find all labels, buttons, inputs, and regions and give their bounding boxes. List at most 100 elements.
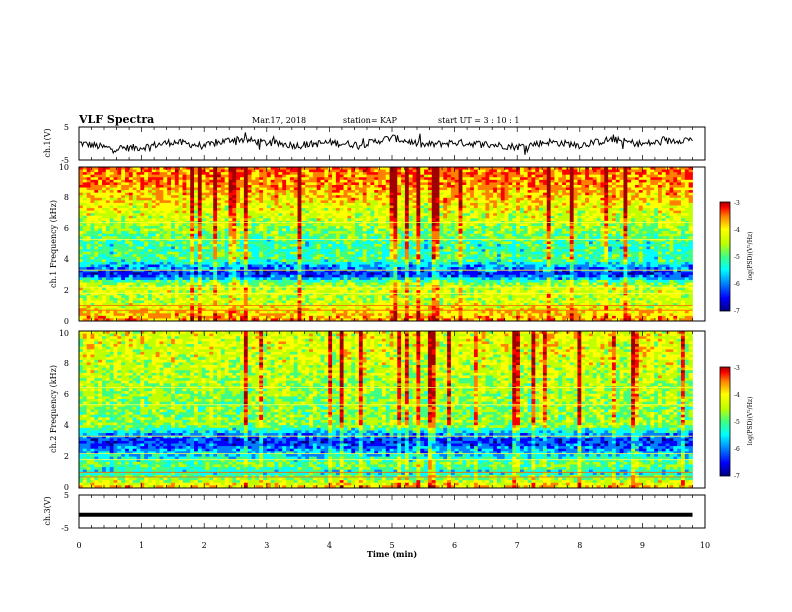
spectrogram-cell xyxy=(401,190,406,194)
spectrogram-cell xyxy=(316,244,321,247)
spectrogram-cell xyxy=(378,213,383,217)
spectrogram-cell xyxy=(565,174,571,178)
spectrogram-cell xyxy=(309,169,314,173)
spectrogram-cell xyxy=(228,244,233,247)
spectrogram-cell xyxy=(435,241,440,245)
spectrogram-cell xyxy=(381,233,387,237)
spectrogram-cell xyxy=(539,226,544,229)
spectrogram-cell xyxy=(117,182,122,186)
spectrogram-cell xyxy=(240,238,245,242)
spectrogram-cell xyxy=(573,174,578,178)
spectrogram-cell xyxy=(297,200,302,204)
spectrogram-cell xyxy=(654,210,659,214)
spectrogram-cell xyxy=(366,192,371,196)
spectrogram-cell xyxy=(588,167,594,170)
spectrogram-cell xyxy=(266,218,272,222)
spectrogram-cell xyxy=(232,195,237,199)
spectrogram-cell xyxy=(615,238,621,242)
spectrogram-cell xyxy=(374,195,379,199)
spectrogram-cell xyxy=(688,192,693,196)
spectrogram-cell xyxy=(163,246,168,250)
spectrogram-cell xyxy=(378,200,383,204)
spectrogram-cell xyxy=(251,241,256,245)
spectrogram-cell xyxy=(132,197,137,201)
spectrogram-cell xyxy=(151,177,157,181)
spectrogram-cell xyxy=(347,223,352,227)
spectrogram-cell xyxy=(500,236,505,240)
spectrogram-cell xyxy=(535,241,540,245)
spectrogram-cell xyxy=(596,236,601,240)
spectrogram-cell xyxy=(600,215,605,219)
spectrogram-cell xyxy=(132,202,137,206)
spectrogram-cell xyxy=(121,244,126,247)
spectrogram-cell xyxy=(278,223,283,227)
spectrogram-cell xyxy=(650,236,655,240)
spectrogram-cell xyxy=(477,218,482,222)
spectrogram-cell xyxy=(504,197,509,201)
spectrogram-cell xyxy=(270,226,275,229)
spectrogram-cell xyxy=(539,244,544,247)
spectrogram-cell xyxy=(362,192,367,196)
spectrogram-cell xyxy=(251,202,256,206)
spectrogram-cell xyxy=(466,215,471,219)
spectrogram-cell xyxy=(615,228,621,232)
spectrogram-cell xyxy=(397,182,402,186)
spectrogram-cell xyxy=(236,179,241,183)
spectrogram-cell xyxy=(473,202,479,206)
spectrogram-cell xyxy=(255,205,260,209)
spectrogram-cell xyxy=(489,226,494,229)
spectrogram-cell xyxy=(562,177,567,181)
spectrogram-cell xyxy=(232,169,237,173)
spectrogram-cell xyxy=(657,231,663,235)
spectrogram-cell xyxy=(565,236,571,240)
spectrogram-cell xyxy=(312,184,318,188)
spectrogram-cell xyxy=(573,190,578,194)
spectrogram-cell xyxy=(412,236,417,240)
spectrogram-cell xyxy=(301,205,306,209)
spectrogram-cell xyxy=(466,228,471,232)
spectrogram-cell xyxy=(255,179,260,183)
spectrogram-cell xyxy=(351,177,356,181)
spectrogram-cell xyxy=(117,174,122,178)
spectrogram-cell xyxy=(94,246,99,250)
spectrogram-cell xyxy=(565,215,571,219)
spectrogram-cell xyxy=(243,187,249,191)
spectrogram-cell xyxy=(424,169,429,173)
spectrogram-cell xyxy=(554,169,559,173)
spectrogram-cell xyxy=(171,167,176,170)
spectrogram-cell xyxy=(416,174,421,178)
spectrogram-cell xyxy=(489,223,494,227)
spectrogram-cell xyxy=(447,213,452,217)
spectrogram-cell xyxy=(205,200,210,204)
spectrogram-cell xyxy=(362,208,367,212)
spectrogram-cell xyxy=(385,241,390,245)
spectrogram-cell xyxy=(680,172,686,176)
spectrogram-cell xyxy=(562,172,567,176)
spectrogram-cell xyxy=(148,218,153,222)
spectrogram-cell xyxy=(638,195,644,199)
spectrogram-cell xyxy=(592,197,598,201)
spectrogram-cell xyxy=(470,174,475,178)
spectrogram-cell xyxy=(278,169,283,173)
spectrogram-cell xyxy=(634,223,640,227)
spectrogram-cell xyxy=(381,223,387,227)
spectrogram-cell xyxy=(454,223,459,227)
spectrogram-cell xyxy=(194,215,199,219)
spectrogram-cell xyxy=(646,241,651,245)
spectrogram-cell xyxy=(684,208,690,212)
spectrogram-cell xyxy=(481,169,486,173)
spectrogram-cell xyxy=(677,241,682,245)
spectrogram-cell xyxy=(397,177,402,181)
spectrogram-cell xyxy=(236,223,241,227)
spectrogram-cell xyxy=(485,244,490,247)
spectrogram-cell xyxy=(293,215,298,219)
spectrogram-cell xyxy=(228,218,233,222)
spectrogram-cell xyxy=(565,190,571,194)
spectrogram-cell xyxy=(305,197,310,201)
spectrogram-cell xyxy=(539,208,544,212)
spectrogram-cell xyxy=(677,202,682,206)
spectrogram-cell xyxy=(320,215,325,219)
spectrogram-cell xyxy=(642,215,647,219)
spectrogram-cell xyxy=(416,187,421,191)
spectrogram-cell xyxy=(611,228,617,232)
